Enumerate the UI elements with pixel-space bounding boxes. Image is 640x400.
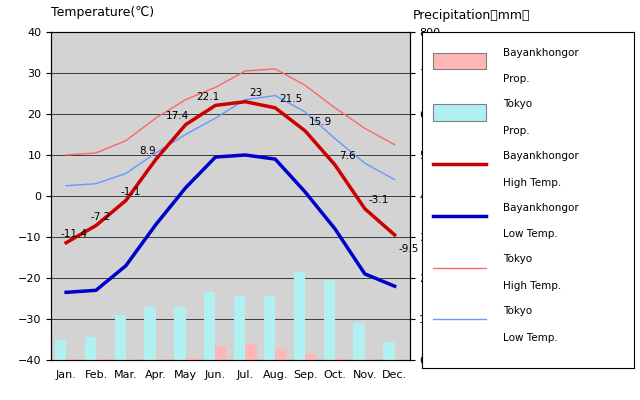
Bar (324, 280, 335, 360)
Text: -9.5: -9.5 (399, 244, 419, 254)
Bar (383, 342, 395, 360)
Bar (55, 340, 66, 360)
Bar (115, 315, 126, 360)
Text: 15.9: 15.9 (309, 117, 333, 127)
Bar (204, 292, 216, 360)
Text: 7.6: 7.6 (339, 151, 356, 161)
Bar (245, 344, 257, 360)
Text: Tokyo: Tokyo (502, 254, 532, 264)
Text: Low Temp.: Low Temp. (502, 333, 557, 343)
Bar (305, 354, 316, 360)
Bar (186, 357, 197, 360)
Text: 17.4: 17.4 (166, 111, 189, 121)
Text: Prop.: Prop. (502, 126, 529, 136)
Text: High Temp.: High Temp. (502, 281, 561, 291)
Bar (275, 348, 287, 360)
Text: 23: 23 (250, 88, 263, 98)
Bar (156, 359, 167, 360)
Bar (335, 358, 346, 360)
Text: Bayankhongor: Bayankhongor (502, 48, 579, 58)
Bar (216, 346, 227, 360)
Text: High Temp.: High Temp. (502, 178, 561, 188)
Bar (96, 359, 108, 360)
Bar (84, 338, 96, 360)
Bar (174, 307, 186, 360)
FancyBboxPatch shape (433, 52, 486, 69)
Bar (234, 296, 245, 360)
Text: -11.4: -11.4 (61, 229, 88, 239)
Text: -7.2: -7.2 (90, 212, 111, 222)
Text: Temperature(℃): Temperature(℃) (51, 6, 154, 19)
Text: Bayankhongor: Bayankhongor (502, 203, 579, 213)
Bar (66, 359, 77, 360)
Text: -3.1: -3.1 (369, 195, 389, 205)
Bar (145, 307, 156, 360)
Text: Low Temp.: Low Temp. (502, 230, 557, 240)
Text: Bayankhongor: Bayankhongor (502, 151, 579, 161)
Bar (353, 323, 365, 360)
Text: 22.1: 22.1 (196, 92, 220, 102)
Text: Prop.: Prop. (502, 74, 529, 84)
Text: 21.5: 21.5 (280, 94, 303, 104)
Bar (365, 359, 376, 360)
Bar (264, 296, 275, 360)
Bar (294, 272, 305, 360)
FancyBboxPatch shape (433, 104, 486, 121)
Bar (395, 359, 406, 360)
Text: Tokyo: Tokyo (502, 306, 532, 316)
Text: -1.1: -1.1 (120, 187, 141, 197)
Text: Tokyo: Tokyo (502, 99, 532, 109)
Text: Precipitation（mm）: Precipitation（mm） (413, 9, 531, 22)
Bar (126, 359, 137, 360)
Text: 8.9: 8.9 (139, 146, 156, 156)
